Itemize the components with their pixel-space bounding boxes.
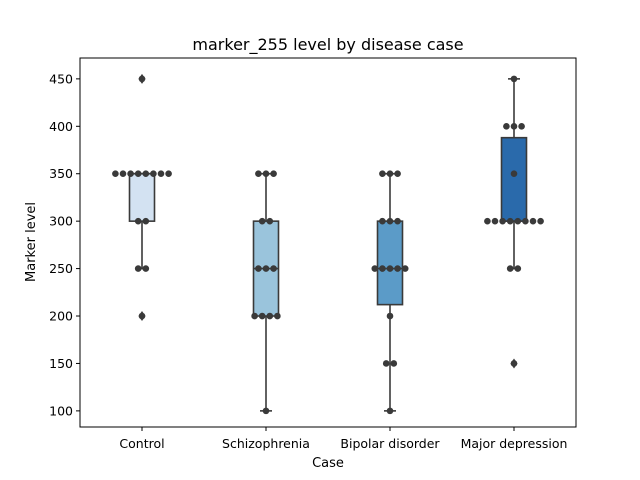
swarm-point	[503, 122, 510, 130]
y-tick-label: 400	[49, 119, 73, 134]
x-tick-label: Control	[119, 436, 164, 451]
swarm-point	[394, 170, 401, 178]
swarm-point	[394, 217, 401, 225]
swarm-point	[510, 122, 518, 130]
swarm-point	[119, 170, 127, 178]
swarm-point	[274, 312, 281, 320]
swarm-point	[386, 407, 394, 415]
swarm-point	[266, 217, 274, 225]
swarm-point	[150, 170, 157, 178]
swarm-point	[165, 170, 172, 178]
swarm-point	[529, 217, 537, 225]
swarm-point	[510, 170, 518, 178]
box-3	[500, 78, 528, 369]
swarm-point	[484, 217, 491, 225]
swarm-point	[112, 170, 119, 178]
swarm-point	[127, 170, 134, 178]
x-tick-label: Bipolar disorder	[340, 436, 440, 451]
y-tick-label: 250	[49, 261, 73, 276]
swarm-point	[386, 170, 394, 178]
x-axis: Control Schizophrenia Bipolar disorder Majo…	[119, 427, 567, 451]
swarm-point	[386, 265, 394, 272]
swarm-point	[371, 265, 379, 272]
swarm-point	[134, 170, 142, 178]
box-iqr	[128, 172, 156, 222]
swarm-point	[138, 75, 146, 83]
swarm-point	[379, 170, 386, 178]
swarm-point	[401, 265, 409, 272]
swarm-point	[266, 312, 274, 320]
box-1	[252, 172, 280, 412]
swarm-point	[394, 265, 401, 272]
plot-area	[79, 57, 577, 428]
box-0	[128, 73, 156, 322]
x-axis-label: Case	[312, 456, 344, 471]
swarm-point	[390, 360, 398, 367]
chart-title: marker_255 level by disease case	[192, 35, 463, 55]
swarm-point	[499, 217, 506, 225]
y-axis: 100 150 200 250 300 350 400 450	[49, 71, 80, 418]
swarm-point	[134, 265, 142, 272]
swarm-point	[510, 360, 518, 367]
box-series	[128, 73, 528, 412]
swarm-point	[514, 217, 522, 225]
swarm-point	[522, 217, 529, 225]
y-tick-label: 350	[49, 166, 73, 181]
swarm-point	[142, 265, 150, 272]
swarm-point	[138, 312, 146, 320]
y-tick-label: 150	[49, 356, 73, 371]
swarm-point	[255, 170, 262, 178]
swarm-point	[251, 312, 258, 320]
swarm-point	[262, 265, 270, 272]
swarm-point	[270, 170, 277, 178]
swarm-point	[255, 265, 262, 272]
swarm-point	[491, 217, 499, 225]
swarm-point	[537, 217, 544, 225]
swarm-point	[386, 217, 394, 225]
swarm-point	[506, 217, 514, 225]
box-iqr	[376, 220, 404, 306]
box-iqr	[500, 136, 528, 222]
swarm-point	[262, 170, 270, 178]
y-tick-label: 450	[49, 71, 73, 86]
swarm-point	[157, 170, 165, 178]
swarm-point	[262, 407, 270, 415]
swarm-point	[258, 217, 266, 225]
swarm-point	[518, 122, 525, 130]
x-tick-label: Major depression	[461, 436, 568, 451]
swarm-point	[386, 312, 394, 320]
swarm-points	[112, 75, 544, 415]
swarm-point	[379, 265, 386, 272]
swarm-point	[506, 265, 514, 272]
swarm-point	[142, 170, 150, 178]
y-tick-label: 100	[49, 403, 73, 418]
swarm-point	[142, 217, 150, 225]
swarm-point	[382, 360, 390, 367]
swarm-point	[379, 217, 386, 225]
box-2	[376, 172, 404, 412]
swarm-point	[510, 75, 518, 83]
swarm-point	[134, 217, 142, 225]
swarm-point	[258, 312, 266, 320]
y-tick-label: 300	[49, 214, 73, 229]
y-tick-label: 200	[49, 309, 73, 324]
swarm-point	[514, 265, 522, 272]
x-tick-label: Schizophrenia	[222, 436, 310, 451]
y-axis-label: Marker level	[24, 202, 39, 282]
swarm-point	[270, 265, 277, 272]
